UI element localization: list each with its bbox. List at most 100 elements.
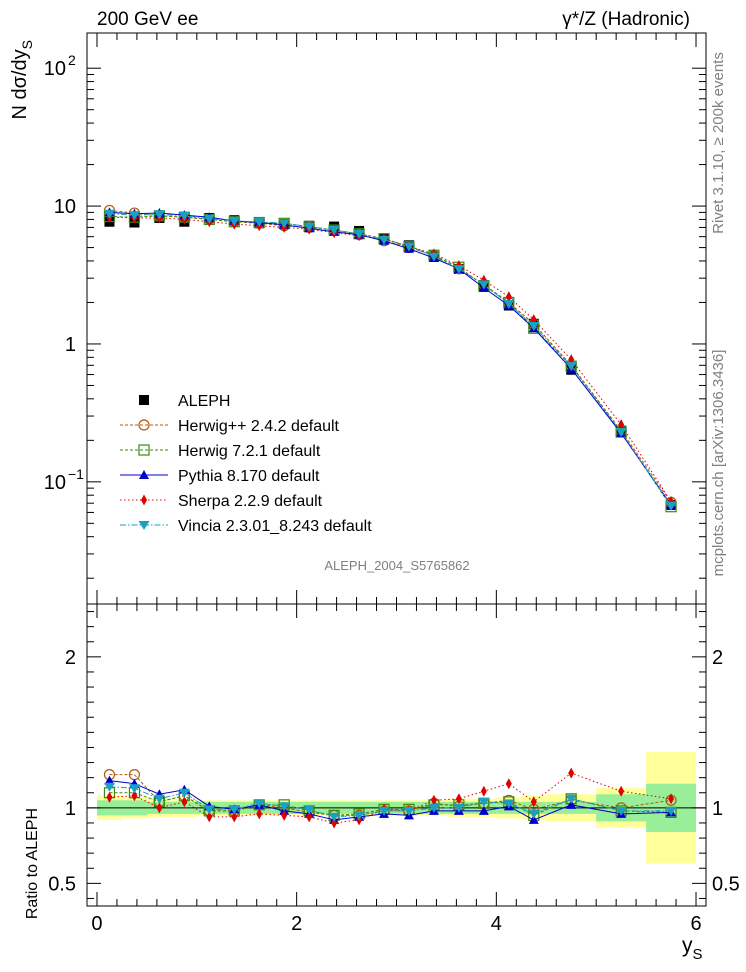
series-line-pythia bbox=[109, 211, 672, 506]
series-point-vincia bbox=[153, 210, 165, 220]
series-point-vincia bbox=[278, 219, 290, 229]
ratio-point-pythia bbox=[478, 805, 489, 815]
legend-marker-sherpa bbox=[141, 494, 147, 506]
ratio-point-sherpa bbox=[618, 785, 625, 797]
ratio-point-sherpa bbox=[156, 802, 163, 814]
series-point-vincia bbox=[565, 362, 577, 372]
series-point-sherpa bbox=[505, 291, 512, 303]
process-label: γ*/Z (Hadronic) bbox=[562, 9, 690, 30]
ratio-point-sherpa bbox=[256, 808, 263, 820]
ratio-point-vincia bbox=[378, 806, 390, 816]
ratio-point-sherpa bbox=[668, 793, 675, 805]
ratio-point-sherpa bbox=[505, 778, 512, 790]
legend-label-pythia: Pythia 8.170 default bbox=[178, 468, 320, 485]
ratio-point-vincia bbox=[203, 805, 215, 815]
series-point-vincia bbox=[253, 217, 265, 227]
series-point-vincia bbox=[303, 222, 315, 232]
y-tick-label: 10 bbox=[44, 472, 66, 494]
y-tick-label: 10 bbox=[54, 196, 76, 218]
y-axis-title: N dσ/dyS bbox=[9, 40, 35, 120]
series-point-vincia bbox=[353, 229, 365, 239]
series-point-vincia bbox=[103, 209, 115, 219]
series-point-vincia bbox=[128, 211, 140, 221]
series-point-vincia bbox=[403, 242, 415, 252]
ratio-point-sherpa bbox=[181, 796, 188, 808]
series-point-vincia bbox=[178, 211, 190, 221]
series-point-vincia bbox=[378, 235, 390, 245]
legend-label-herwig: Herwig++ 2.4.2 default bbox=[178, 418, 340, 435]
x-tick-label: 2 bbox=[291, 913, 302, 935]
ratio-point-vincia bbox=[615, 806, 627, 816]
ratio-point-sherpa bbox=[331, 817, 338, 829]
x-axis-title: yS bbox=[682, 934, 703, 963]
series-point-vincia bbox=[503, 299, 515, 309]
ratio-point-vincia bbox=[303, 805, 315, 815]
x-tick-label: 6 bbox=[690, 913, 701, 935]
series-point-vincia bbox=[328, 226, 340, 236]
ratio-point-vincia bbox=[178, 788, 190, 798]
ratio-point-pythia bbox=[104, 775, 115, 785]
ratio-point-sherpa bbox=[568, 767, 575, 779]
series-point-vincia bbox=[665, 501, 677, 511]
ratio-point-sherpa bbox=[231, 811, 238, 823]
series-point-vincia bbox=[453, 264, 465, 274]
legend-marker-aleph bbox=[139, 395, 149, 405]
ratio-point-vincia bbox=[353, 811, 365, 821]
legend-label-sherpa: Sherpa 2.2.9 default bbox=[178, 493, 323, 510]
series-point-vincia bbox=[478, 280, 490, 290]
ratio-point-vincia bbox=[253, 799, 265, 809]
analysis-id-label: ALEPH_2004_S5765862 bbox=[324, 558, 469, 573]
legend-marker-vincia bbox=[138, 521, 150, 530]
y-tick-label-right: 2 bbox=[712, 647, 723, 669]
ratio-point-sherpa bbox=[106, 791, 113, 803]
ratio-point-sherpa bbox=[530, 796, 537, 808]
ratio-point-vincia bbox=[153, 794, 165, 804]
series-line-herwig bbox=[109, 215, 672, 507]
y-tick-label: 1 bbox=[65, 334, 76, 356]
ratio-line-sherpa bbox=[109, 772, 672, 824]
y-tick-label-right: 1 bbox=[712, 798, 723, 820]
series-point-sherpa bbox=[618, 419, 625, 431]
beam-energy-label: 200 GeV ee bbox=[97, 9, 198, 30]
y-tick-label-exponent: −1 bbox=[68, 466, 84, 482]
y-tick-label: 10 bbox=[44, 58, 66, 80]
legend-label-vincia: Vincia 2.3.01_8.243 default bbox=[178, 518, 372, 535]
series-point-vincia bbox=[428, 252, 440, 262]
ratio-point-vincia bbox=[453, 803, 465, 813]
y-tick-label: 0.5 bbox=[48, 873, 76, 895]
y-tick-label-right: 0.5 bbox=[712, 873, 740, 895]
ratio-point-vincia bbox=[228, 805, 240, 815]
ratio-plot: 0 2 4 6 0.5 0.5 1 1 2 2 Ratio to ALEPH yS bbox=[24, 603, 740, 963]
legend-marker-herwig bbox=[138, 419, 150, 431]
ratio-point-sherpa bbox=[206, 811, 213, 823]
legend-label-aleph: ALEPH bbox=[178, 393, 230, 410]
x-tick-label: 4 bbox=[491, 913, 502, 935]
x-tick-label: 0 bbox=[91, 913, 102, 935]
ratio-point-vincia bbox=[428, 803, 440, 813]
ratio-point-sherpa bbox=[480, 785, 487, 797]
ratio-point-vincia bbox=[528, 809, 540, 819]
mcplots-reference-label: mcplots.cern.ch [arXiv:1306.3436] bbox=[710, 350, 727, 577]
legend-label-herwig: Herwig 7.2.1 default bbox=[178, 443, 321, 460]
series-point-vincia bbox=[203, 214, 215, 224]
ratio-point-vincia bbox=[103, 782, 115, 792]
series-line-vincia bbox=[109, 213, 672, 507]
ratio-point-vincia bbox=[565, 794, 577, 804]
y-tick-label: 1 bbox=[65, 798, 76, 820]
y-tick-label: 2 bbox=[65, 647, 76, 669]
legend-marker-pythia bbox=[139, 470, 149, 479]
ratio-point-sherpa bbox=[131, 790, 138, 802]
ratio-point-sherpa bbox=[281, 809, 288, 821]
ratio-point-vincia bbox=[503, 799, 515, 809]
y-tick-label-exponent: 2 bbox=[68, 52, 76, 68]
series-point-vincia bbox=[615, 427, 627, 437]
ratio-point-pythia bbox=[528, 814, 539, 824]
legend: ALEPH Herwig++ 2.4.2 default Herwig 7.2.1 … bbox=[120, 393, 372, 535]
rivet-version-label: Rivet 3.1.10, ≥ 200k events bbox=[710, 52, 727, 234]
ratio-point-vincia bbox=[403, 806, 415, 816]
ratio-point-vincia bbox=[328, 812, 340, 822]
series-point-vincia bbox=[528, 321, 540, 331]
ratio-point-pythia bbox=[566, 799, 577, 809]
